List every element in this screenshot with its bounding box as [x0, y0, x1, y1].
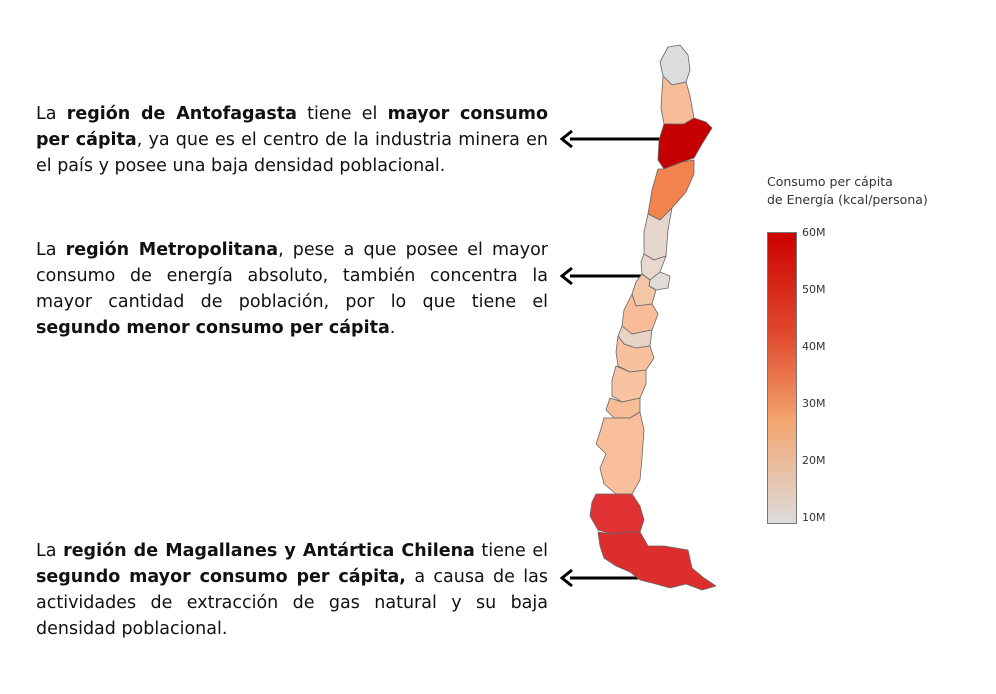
legend-title: Consumo per cápita de Energía (kcal/pers…	[767, 173, 928, 209]
legend-tick: 30M	[802, 397, 826, 410]
legend-tick: 60M	[802, 226, 826, 239]
legend-tick: 20M	[802, 454, 826, 467]
bold-text: región de Antofagasta	[66, 104, 297, 124]
metropolitana-paragraph: La región Metropolitana, pese a que pose…	[36, 237, 548, 341]
text-span: tiene el	[474, 541, 548, 561]
antofagasta-paragraph: La región de Antofagasta tiene el mayor …	[36, 101, 548, 179]
chile-map	[589, 44, 717, 591]
text-span: La	[36, 104, 67, 124]
region-atacama	[647, 159, 695, 221]
bold-text: segundo menor consumo per cápita	[36, 318, 390, 338]
text-span: La	[36, 541, 64, 561]
text-span: La	[36, 240, 66, 260]
region-biobio	[615, 335, 655, 373]
bold-text: mayor consumo per cápita	[36, 104, 549, 150]
legend-tick: 40M	[802, 340, 826, 353]
text-span: .	[389, 318, 396, 338]
legend-colorbar	[767, 232, 797, 524]
region-antofagasta	[657, 117, 713, 170]
legend-title-line2: de Energía (kcal/persona)	[767, 192, 928, 207]
text-span: tiene el	[296, 104, 388, 124]
text-span: , pese a que posee el mayor consumo de e…	[36, 240, 549, 312]
text-span: a causa de las actividades de extracción…	[36, 567, 548, 639]
region-los-lagos	[595, 411, 645, 495]
legend-tick: 10M	[802, 511, 826, 524]
region-araucania	[611, 365, 647, 403]
region-aysen	[589, 493, 645, 535]
bold-text: segundo mayor consumo per cápita,	[36, 567, 406, 587]
magallanes-paragraph: La región de Magallanes y Antártica Chil…	[36, 538, 548, 642]
legend-tick: 50M	[802, 283, 826, 296]
text-span: , ya que es el centro de la industria mi…	[36, 130, 548, 176]
region-magallanes	[597, 531, 717, 591]
bold-text: región Metropolitana	[65, 240, 279, 260]
legend-title-line1: Consumo per cápita	[767, 174, 893, 189]
bold-text: región de Magallanes y Antártica Chilena	[63, 541, 475, 561]
magallanes-arrow	[559, 568, 638, 588]
